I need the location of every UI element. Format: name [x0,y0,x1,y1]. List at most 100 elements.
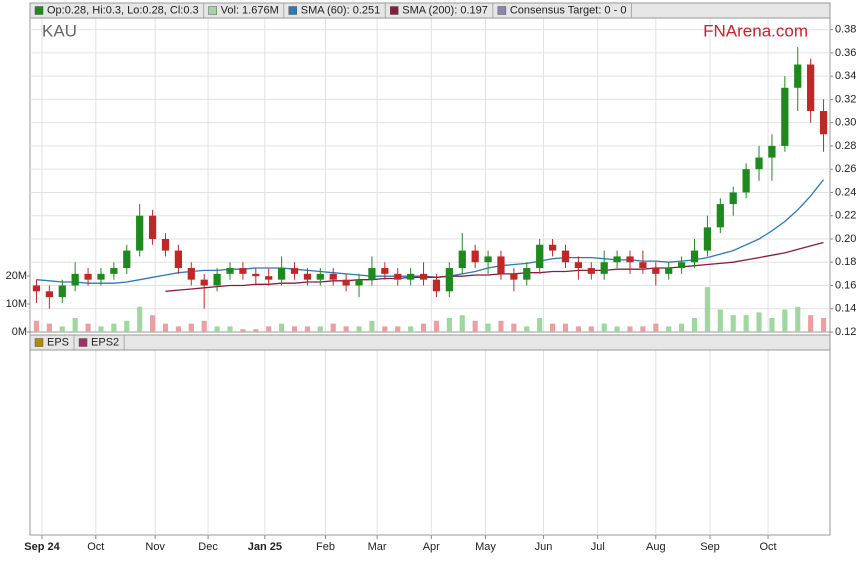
x-tick-label: Oct [760,541,777,553]
candle-body [136,215,144,251]
volume-bar [395,326,401,332]
volume-bar [253,329,259,332]
volume-bar [575,326,581,332]
candle-body [394,273,402,280]
y2-tick-label: 0M [12,326,27,338]
candle-body [110,268,118,274]
legend-swatch [208,6,217,15]
y-tick-label: 0.34 [835,70,856,82]
candle-body [419,273,428,280]
y-tick-label: 0.38 [835,24,856,36]
candle-body [342,279,350,286]
volume-bar [279,323,285,332]
candle-body [510,273,518,280]
volume-bar [640,326,646,332]
candle-body [303,273,312,280]
volume-bar [72,317,78,332]
legend-swatch [497,6,507,15]
candle-body [407,273,415,280]
x-tick-label: Jan 25 [248,541,282,553]
volume-bar [691,317,698,332]
candle-body [742,169,750,193]
candle-body [652,268,660,274]
volume-bar [330,323,336,332]
legend-label: Vol: 1.676M [221,4,279,16]
volume-bar [782,309,788,332]
candle-body [174,250,182,269]
y-tick-label: 0.30 [835,117,856,129]
candle-body [432,279,441,292]
candle-body [665,268,673,274]
volume-bar [730,315,736,332]
candle-body [329,273,337,280]
volume-bar [627,326,633,332]
candle-body [523,268,531,280]
y-tick-label: 0.26 [835,163,856,175]
volume-bar [433,320,440,332]
legend-label: EPS [47,336,69,348]
y-tick-label: 0.18 [835,256,856,268]
candle-body [587,268,595,274]
candle-body [768,145,776,158]
volume-bar [562,323,569,332]
legend-swatch [288,6,297,15]
volume-bar [550,323,556,332]
volume-bar [291,326,298,332]
candle-body [536,244,544,269]
volume-bar [46,323,52,332]
volume-bar [666,326,672,332]
candle-body [626,256,634,263]
candle-body [781,87,789,146]
candle-body [807,64,815,112]
volume-bar [382,326,388,332]
ticker: KAU [42,21,77,40]
x-tick-label: Aug [646,541,666,553]
candle-body [123,250,131,269]
x-tick-label: May [475,541,496,553]
x-tick-label: Oct [87,541,104,553]
candle-body [278,268,286,280]
volume-bar [756,312,762,332]
legend-bar [29,2,831,19]
volume-bar [808,315,814,332]
x-tick-label: Jun [535,541,553,553]
volume-bar [188,323,194,332]
volume-bar [820,317,827,332]
candle-body [316,273,324,280]
y-tick-label: 0.12 [835,326,856,338]
legend-bar [29,334,831,351]
candle-body [84,273,92,280]
x-tick-label: Sep 24 [24,541,60,553]
candle-body [97,273,105,280]
volume-bar [343,326,349,332]
candle-body [355,279,363,286]
candle-body [471,250,479,263]
x-tick-label: Dec [198,541,218,553]
candle-body [32,285,41,292]
volume-bar [304,326,310,332]
volume-bar [537,317,543,332]
volume-bar [214,326,220,332]
candle-body [187,268,195,280]
y-tick-label: 0.16 [835,279,856,291]
legend-label: SMA (200): 0.197 [402,4,488,16]
volume-bar [498,320,504,332]
volume-bar [601,323,607,332]
volume-bar [162,323,169,332]
volume-bar [446,317,452,332]
legend-label: EPS2 [91,336,119,348]
volume-bar [356,326,362,332]
candle-body [200,279,208,286]
x-tick-label: Sep [700,541,720,553]
volume-bar [124,320,130,332]
candle-body [794,64,802,88]
volume-bar [59,326,65,332]
candle-body [239,268,247,274]
candle-body [368,268,376,280]
candle-body [755,157,763,170]
volume-bar [459,315,465,332]
volume-bar [266,326,272,332]
candle-body [819,111,828,135]
candle-body [265,276,273,280]
